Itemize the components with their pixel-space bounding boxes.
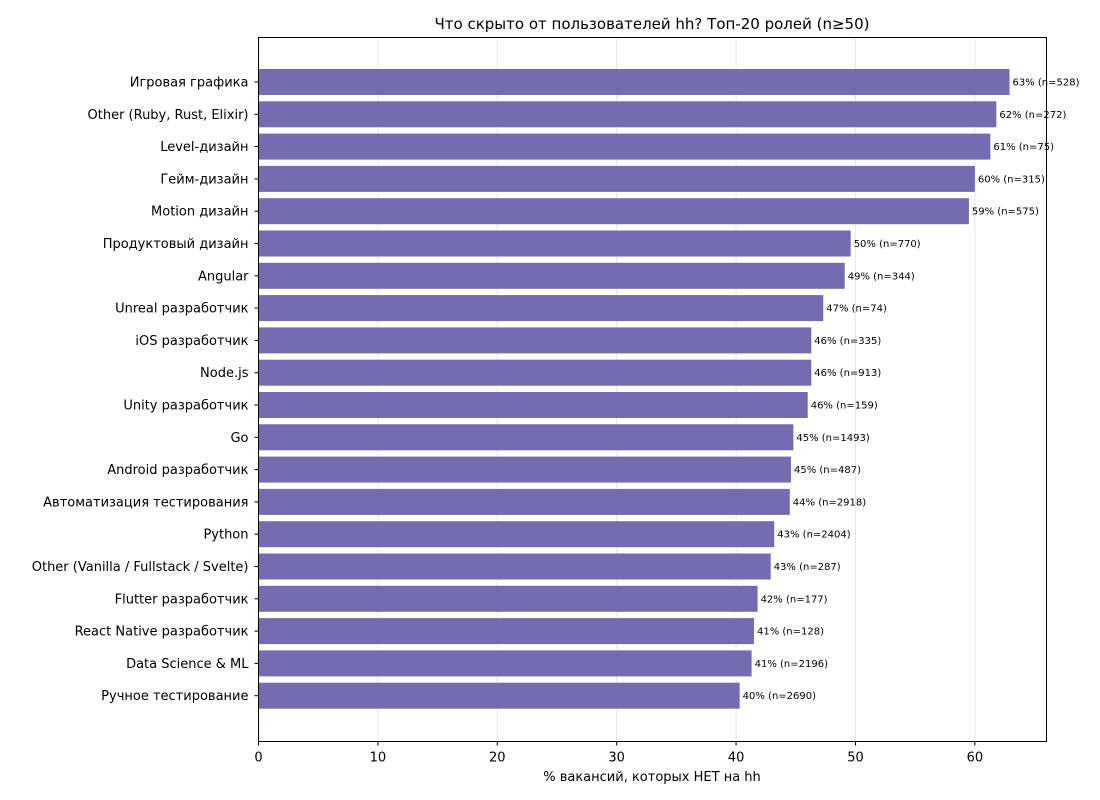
data-label: 40% (n=2690) (743, 691, 816, 702)
x-tick-label: 40 (728, 751, 745, 766)
data-label: 45% (n=487) (794, 465, 861, 476)
data-label: 61% (n=75) (993, 142, 1054, 153)
x-tick-label: 20 (489, 751, 506, 766)
data-label: 49% (n=344) (848, 271, 915, 282)
x-tick-label: 60 (967, 751, 984, 766)
bar (258, 424, 794, 451)
data-label: 43% (n=287) (774, 562, 841, 573)
bar (258, 230, 851, 257)
y-tick-label: Гейм-дизайн (160, 172, 248, 187)
y-tick-label: Unreal разработчик (115, 302, 249, 317)
y-tick-label: Go (230, 431, 248, 446)
bar (258, 585, 758, 612)
bar (258, 456, 791, 483)
y-tick-label: Motion дизайн (151, 205, 248, 220)
y-tick-label: Angular (198, 269, 249, 284)
y-tick-label: Other (Ruby, Rust, Elixir) (88, 108, 249, 123)
bar (258, 101, 997, 128)
y-tick-label: Android разработчик (107, 463, 248, 478)
data-label: 46% (n=335) (814, 336, 881, 347)
bar (258, 618, 754, 645)
bar (258, 392, 808, 418)
y-tick-label: Автоматизация тестирования (43, 495, 248, 510)
y-tick-label: Data Science & ML (126, 657, 249, 672)
y-axis-ticks: Игровая графика Other (Ruby, Rust, Elixir… (32, 76, 259, 704)
bar (258, 295, 824, 322)
y-tick-label: Flutter разработчик (115, 592, 249, 607)
data-label: 62% (n=272) (999, 110, 1066, 121)
data-label: 41% (n=128) (757, 627, 824, 638)
x-tick-label: 10 (370, 751, 387, 766)
y-tick-label: Игровая графика (130, 76, 249, 91)
bar (258, 553, 771, 580)
y-tick-label: Node.js (200, 366, 249, 381)
data-label: 45% (n=1493) (796, 433, 869, 444)
data-label: 50% (n=770) (854, 239, 921, 250)
bar (258, 262, 845, 289)
bars (258, 69, 1010, 709)
bar (258, 521, 775, 548)
x-axis-label: % вакансий, которых НЕТ на hh (543, 770, 761, 785)
x-tick-label: 50 (847, 751, 864, 766)
bar (258, 165, 975, 192)
chart-title: Что скрыто от пользователей hh? Топ-20 р… (435, 15, 870, 33)
x-axis-ticks: 0 10 20 30 40 50 60 (254, 741, 984, 766)
y-tick-label: Ручное тестирование (101, 689, 248, 704)
plot-frame (258, 37, 1047, 742)
y-tick-label: Python (203, 528, 248, 543)
x-tick-label: 30 (608, 751, 625, 766)
data-label: 46% (n=913) (814, 368, 881, 379)
data-label: 41% (n=2196) (755, 659, 828, 670)
data-label: 59% (n=575) (972, 207, 1039, 218)
bar (258, 198, 969, 225)
data-label: 60% (n=315) (978, 174, 1045, 185)
data-label: 47% (n=74) (826, 304, 887, 315)
bar (258, 682, 740, 709)
data-label: 43% (n=2404) (777, 530, 850, 541)
bar (258, 488, 790, 515)
data-label: 46% (n=159) (811, 401, 878, 412)
y-tick-label: iOS разработчик (135, 334, 248, 349)
bar (258, 359, 812, 386)
bar (258, 327, 812, 354)
data-label: 42% (n=177) (761, 594, 828, 605)
y-tick-label: React Native разработчик (75, 625, 249, 640)
bar (258, 650, 752, 677)
y-tick-label: Unity разработчик (123, 399, 248, 414)
x-tick-label: 0 (254, 751, 262, 766)
bar (258, 133, 991, 160)
bar (258, 69, 1010, 95)
y-tick-label: Other (Vanilla / Fullstack / Svelte) (32, 560, 249, 575)
y-tick-label: Level-дизайн (160, 140, 248, 155)
y-tick-label: Продуктовый дизайн (103, 237, 249, 252)
data-labels: 63% (n=528)62% (n=272)61% (n=75)60% (n=3… (743, 78, 1080, 703)
data-label: 44% (n=2918) (793, 497, 866, 508)
